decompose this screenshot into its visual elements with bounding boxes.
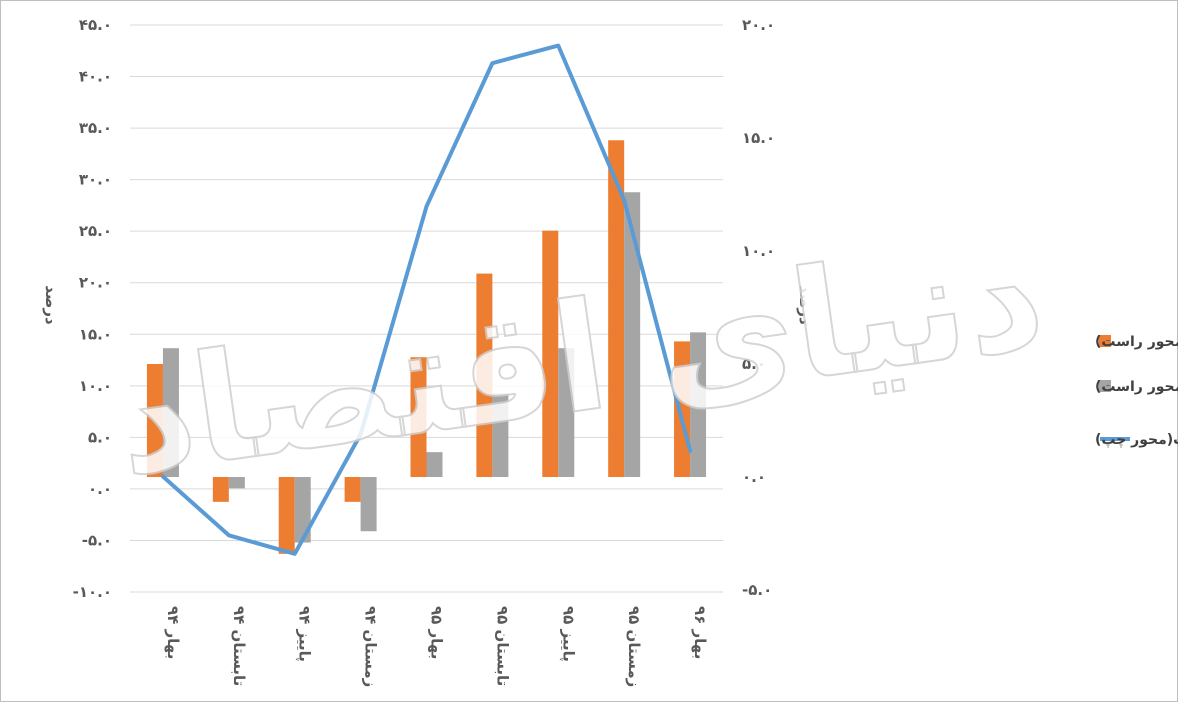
category-label: تابستان ۹۵ [493,606,511,686]
category-label: پاییز ۹۴ [295,606,314,662]
left-tick-label: ۳۰.۰ [79,171,112,189]
category-label: زمستان ۹۵ [625,606,643,687]
right-axis-title: درصد [796,285,814,325]
right-tick-label: ۲۰.۰ [742,16,775,34]
category-label: پاییز ۹۵ [558,606,577,662]
left-tick-label: ۲۵.۰ [79,222,112,240]
bar-gdp-with-oil [146,364,163,477]
right-axis: -۵.۰ ۰.۰ ۵.۰ ۱۰.۰ ۱۵.۰ ۲۰.۰ [742,16,775,599]
category-label: تابستان ۹۴ [230,606,248,686]
bar-gdp-without-oil [360,477,377,532]
left-axis: -۱۰.۰ -۵.۰ ۰.۰ ۵.۰ ۱۰.۰ ۱۵.۰ ۲۰.۰ ۲۵.۰ ۳۰.۰ ۳۵.۰ ۴… [73,16,112,601]
bar-gdp-with-oil [608,140,625,477]
line-series [160,43,693,556]
bar-gdp-with-oil [542,230,559,477]
category-label: بهار ۹۶ [691,606,709,659]
line-oil-sector [160,43,693,556]
left-tick-label: ۳۵.۰ [79,119,112,137]
bar-gdp-with-oil [344,477,361,502]
bar-gdp-with-oil [476,273,493,477]
left-tick-label: -۱۰.۰ [73,583,112,601]
bar-gdp-without-oil [426,452,443,477]
category-axis: بهار ۹۴ تابستان ۹۴ پاییز ۹۴ زمستان ۹۴ بهار ۹… [164,606,709,687]
legend-label-gdp-without-oil: رشد اقتصادی بدون نفت(محور راست) [1095,379,1178,395]
legend-label-oil-sector: رشد بخش نفت(محور چپ) [1095,432,1178,448]
right-tick-label: ۰.۰ [742,468,766,486]
left-axis-title: درصد [42,285,60,325]
left-tick-label: ۰.۰ [88,480,112,498]
legend-swatch-gdp-with-oil [1099,335,1111,347]
bar-gdp-with-oil [278,477,295,554]
bar-gdp-without-oil [690,332,707,477]
left-tick-label: ۵.۰ [88,428,112,446]
right-tick-label: ۱۵.۰ [742,129,775,147]
category-label: زمستان ۹۴ [362,606,380,687]
bar-gdp-without-oil [558,348,575,477]
bar-gdp-without-oil [492,393,509,477]
bar-gdp-without-oil [294,477,311,543]
left-tick-label: ۲۰.۰ [79,274,112,292]
right-tick-label: ۵.۰ [742,355,766,373]
bar-gdp-with-oil [212,477,229,502]
bar-gdp-with-oil [410,357,427,477]
left-tick-label: ۴۵.۰ [79,16,112,34]
bar-gdp-without-oil [624,192,641,478]
left-tick-label: -۵.۰ [82,531,112,549]
bars [146,140,707,554]
bar-gdp-without-oil [228,477,245,489]
legend-label-gdp-with-oil: رشد اقتصادی با نفت(محور راست) [1095,334,1178,350]
legend: رشد اقتصادی با نفت(محور راست) رشد اقتصاد… [1095,334,1178,448]
left-tick-label: ۱۵.۰ [79,325,112,343]
right-tick-label: -۵.۰ [742,581,772,599]
left-tick-label: ۴۰.۰ [79,68,112,86]
watermark-logo: دنیای اقتصاد [106,208,1054,510]
legend-swatch-gdp-without-oil [1099,380,1111,392]
category-label: بهار ۹۵ [428,606,446,659]
bar-gdp-without-oil [162,348,179,477]
category-label: بهار ۹۴ [164,606,182,659]
left-tick-label: ۱۰.۰ [79,377,112,395]
right-tick-label: ۱۰.۰ [742,242,775,260]
